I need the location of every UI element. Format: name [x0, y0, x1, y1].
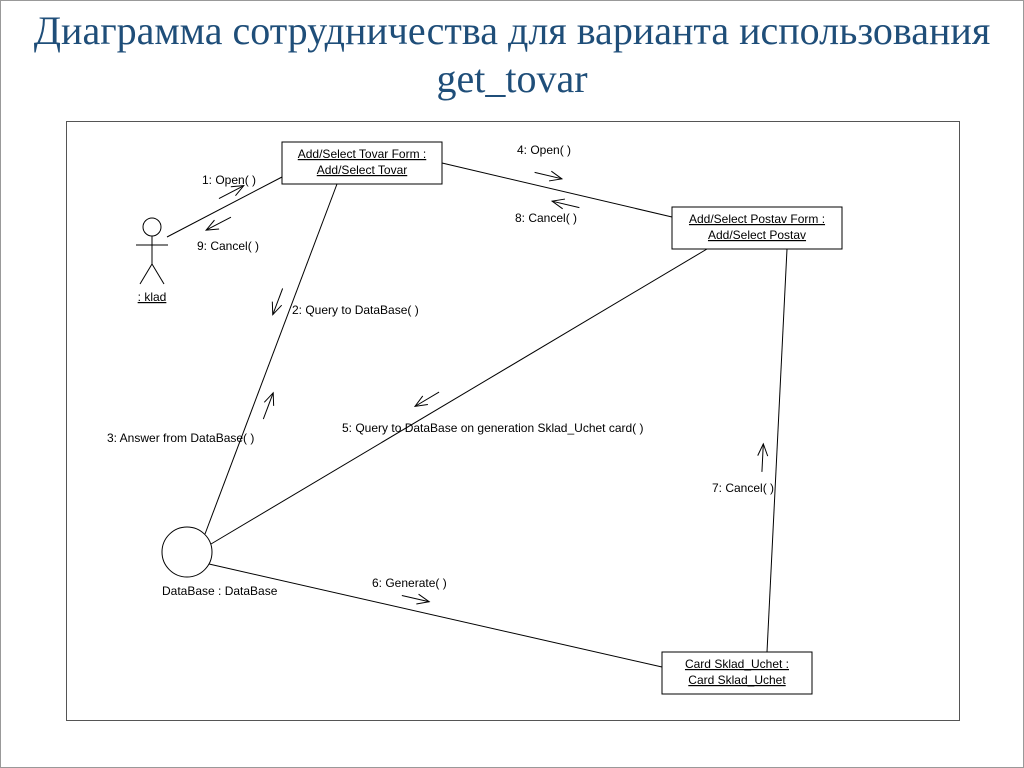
- page-title: Диаграмма сотрудничества для варианта ис…: [1, 1, 1023, 103]
- node-label: Card Sklad_Uchet: [688, 673, 786, 687]
- edge-label: 9: Cancel( ): [197, 239, 259, 253]
- edge-e1: 1: Open( ) 9: Cancel( ): [167, 173, 282, 253]
- edge-e4: 5: Query to DataBase on generation Sklad…: [211, 249, 707, 544]
- node-label: Add/Select Postav Form :: [689, 212, 825, 226]
- node-label: Card Sklad_Uchet :: [685, 657, 789, 671]
- edge-label: 6: Generate( ): [372, 576, 447, 590]
- actor-label: : klad: [138, 290, 167, 304]
- edge-label: 4: Open( ): [517, 143, 571, 157]
- node-tovar_form: Add/Select Tovar Form : Add/Select Tovar: [282, 142, 442, 184]
- database-label: DataBase : DataBase: [162, 584, 278, 598]
- edge-e2: 2: Query to DataBase( ) 3: Answer from Da…: [107, 184, 419, 534]
- node-card_sklad: Card Sklad_Uchet : Card Sklad_Uchet: [662, 652, 812, 694]
- node-label: Add/Select Tovar: [317, 163, 408, 177]
- diagram-frame: 1: Open( )9: Cancel( )2: Query to DataBa…: [66, 121, 960, 721]
- edge-label: 1: Open( ): [202, 173, 256, 187]
- edge-e3: 4: Open( ) 8: Cancel( ): [442, 143, 672, 225]
- actor-klad: : klad: [136, 218, 168, 304]
- edge-e6: 7: Cancel( ): [712, 249, 787, 652]
- edge-e5: 6: Generate( ): [209, 564, 662, 667]
- edge-label: 2: Query to DataBase( ): [292, 303, 419, 317]
- collaboration-diagram: 1: Open( )9: Cancel( )2: Query to DataBa…: [67, 122, 961, 722]
- node-label: Add/Select Postav: [708, 228, 806, 242]
- edge-label: 3: Answer from DataBase( ): [107, 431, 254, 445]
- edge-label: 8: Cancel( ): [515, 211, 577, 225]
- edge-label: 5: Query to DataBase on generation Sklad…: [342, 421, 644, 435]
- edge-label: 7: Cancel( ): [712, 481, 774, 495]
- node-database: DataBase : DataBase: [162, 527, 278, 598]
- node-postav_form: Add/Select Postav Form : Add/Select Posta…: [672, 207, 842, 249]
- page: Диаграмма сотрудничества для варианта ис…: [0, 0, 1024, 768]
- node-label: Add/Select Tovar Form :: [298, 147, 427, 161]
